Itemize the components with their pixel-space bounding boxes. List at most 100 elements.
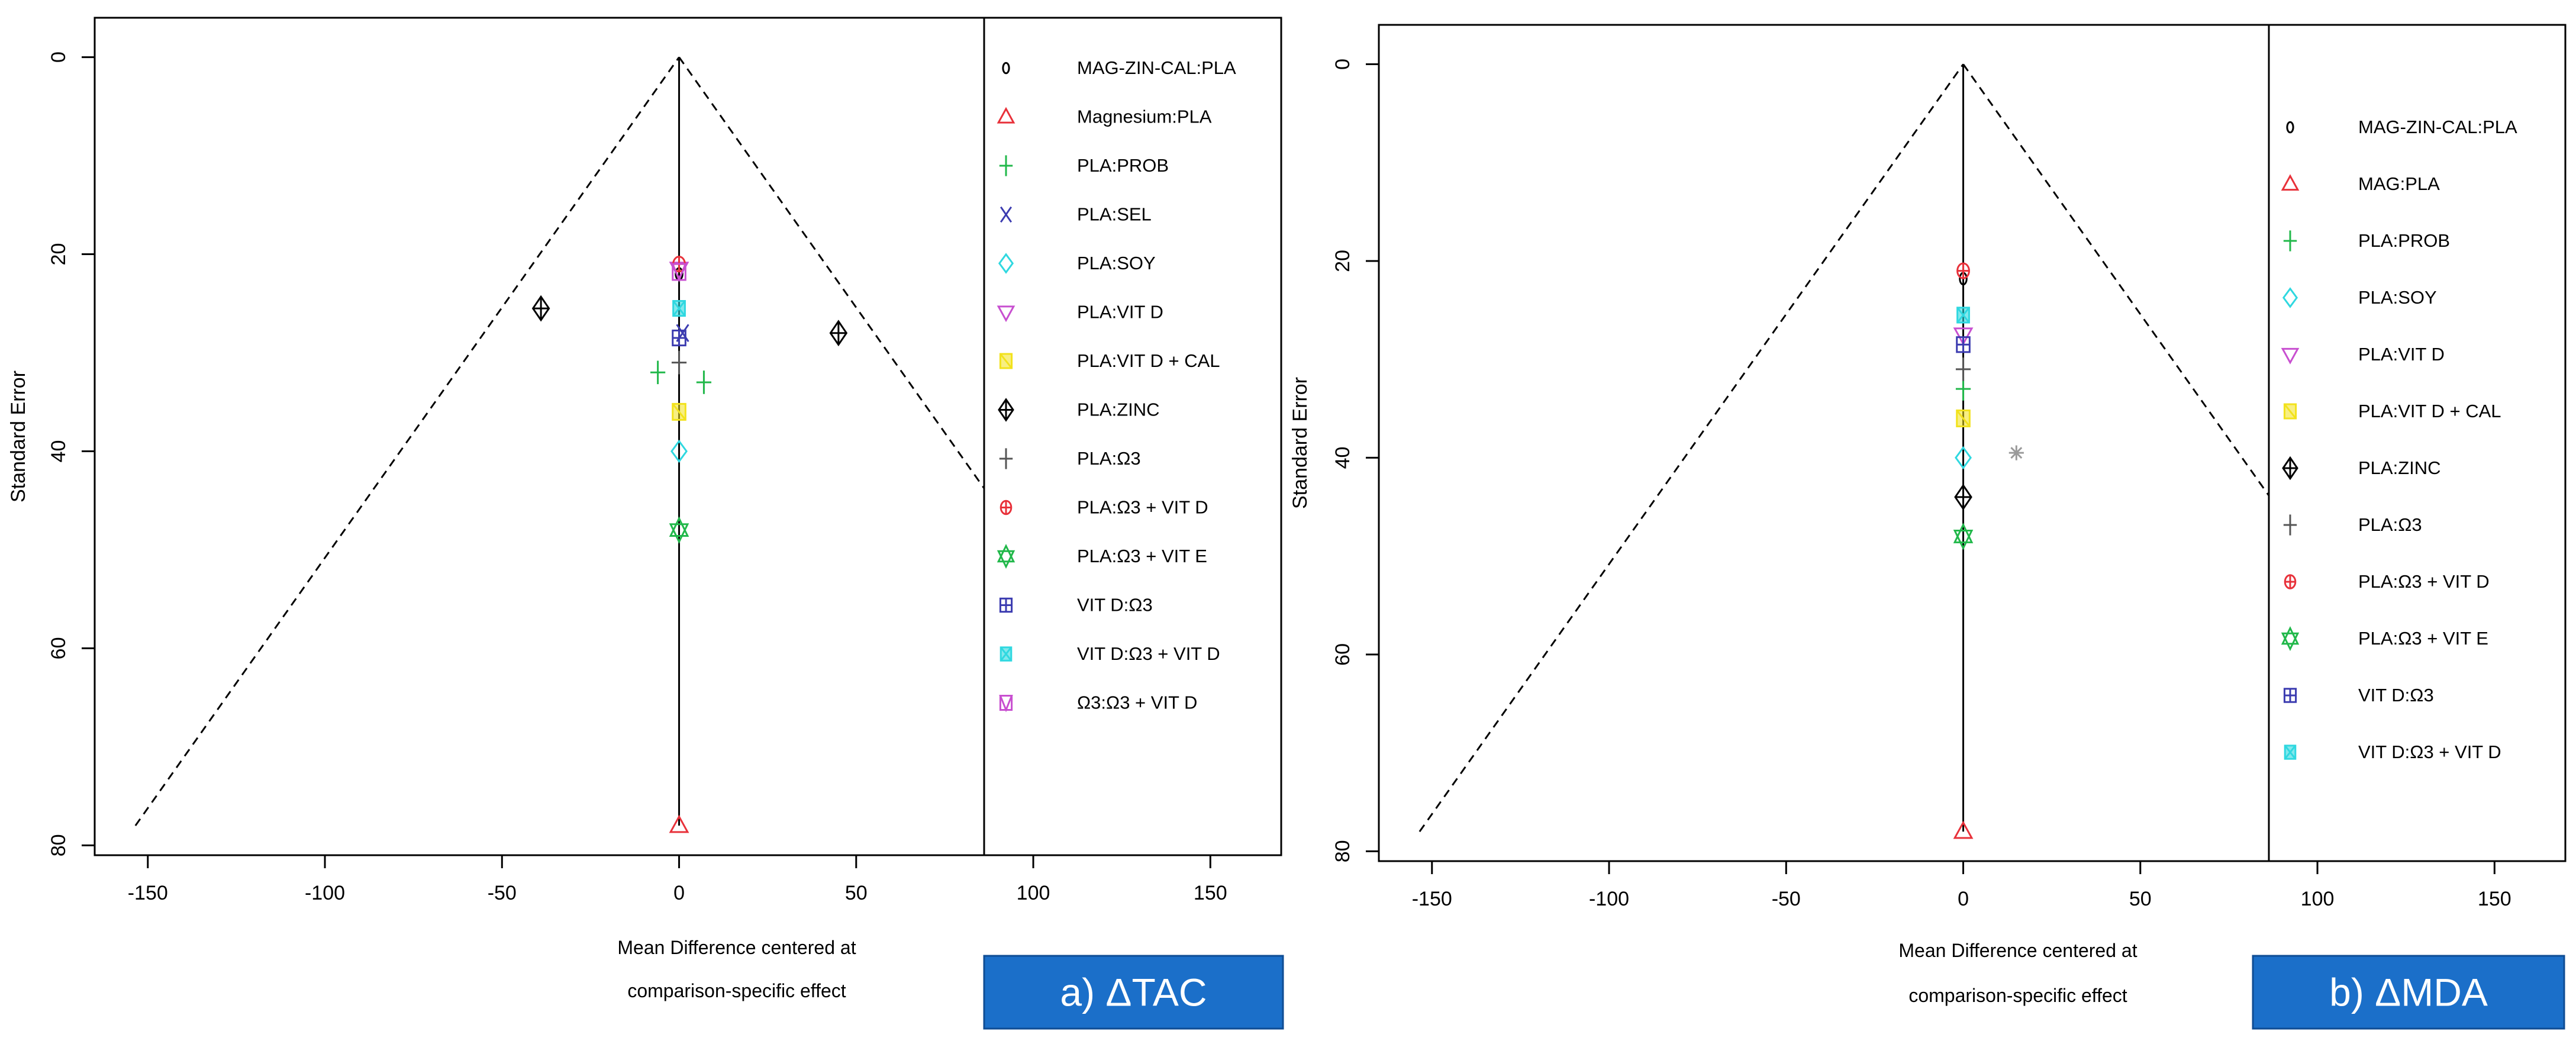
legend-label: PLA:SOY bbox=[2358, 287, 2437, 308]
legend-marker bbox=[2283, 514, 2297, 536]
funnel-left-line bbox=[134, 56, 680, 826]
x-tick-label: -150 bbox=[128, 882, 168, 904]
data-point bbox=[531, 295, 550, 322]
data-point bbox=[1953, 327, 1974, 346]
legend-marker bbox=[1000, 646, 1013, 662]
x-tick-label: -50 bbox=[1772, 888, 1801, 910]
x-axis-label-line1: Mean Difference centered at bbox=[617, 937, 856, 958]
legend-label: VIT D:Ω3 + VIT D bbox=[2358, 742, 2501, 762]
legend-marker bbox=[1002, 62, 1010, 75]
panel-label-background bbox=[2252, 955, 2565, 1030]
y-axis-label: Standard Error bbox=[7, 370, 30, 502]
legend-marker bbox=[2282, 287, 2298, 308]
panel-label: b) ΔMDA bbox=[2329, 971, 2488, 1014]
data-point bbox=[1956, 336, 1971, 353]
data-point bbox=[1953, 523, 1974, 550]
legend-label: PLA:SEL bbox=[1077, 204, 1152, 225]
panel-label-badge: a) ΔTAC bbox=[983, 955, 1284, 1030]
legend-label: PLA:ZINC bbox=[1077, 399, 1160, 420]
y-tick-label: 60 bbox=[47, 637, 70, 659]
x-tick-label: 150 bbox=[2478, 888, 2511, 910]
legend: MAG-ZIN-CAL:PLA Magnesium:PLA PLA:PROB PLA:… bbox=[997, 57, 1236, 713]
legend-label: PLA:SOY bbox=[1077, 253, 1156, 273]
legend-marker bbox=[1000, 206, 1013, 223]
y-tick-label: 60 bbox=[1331, 643, 1354, 666]
panel-label-background bbox=[983, 955, 1284, 1030]
funnel-right-line bbox=[678, 56, 985, 489]
legend-marker bbox=[2284, 745, 2297, 760]
funnel-plot-panel-tac: -150 -100 -50 0 50 100 150 0 20 40 60 80 Standard Er… bbox=[7, 17, 1284, 1030]
legend-label: PLA:Ω3 bbox=[1077, 448, 1141, 469]
legend-marker bbox=[2283, 403, 2297, 420]
legend-marker bbox=[997, 543, 1015, 569]
legend-label: PLA:Ω3 + VIT D bbox=[2358, 571, 2490, 592]
x-axis-label-line2: comparison-specific effect bbox=[1908, 985, 2127, 1006]
x-tick-label: 0 bbox=[673, 882, 685, 904]
legend-label: VIT D:Ω3 bbox=[2358, 685, 2434, 705]
panel-label-badge: b) ΔMDA bbox=[2252, 955, 2565, 1030]
data-point bbox=[1953, 820, 1974, 839]
legend-marker bbox=[998, 253, 1014, 274]
data-point bbox=[671, 350, 687, 375]
legend-marker bbox=[999, 155, 1013, 176]
legend-marker bbox=[2286, 121, 2294, 134]
data-point bbox=[1954, 484, 1972, 511]
legend-marker bbox=[997, 107, 1015, 124]
legend-label: PLA:Ω3 + VIT E bbox=[2358, 628, 2488, 649]
x-tick-label: 150 bbox=[1194, 882, 1227, 904]
y-tick-label: 80 bbox=[47, 834, 70, 856]
data-point bbox=[1956, 307, 1970, 324]
x-tick-label: 50 bbox=[845, 882, 868, 904]
data-point bbox=[669, 516, 689, 544]
data-point bbox=[672, 329, 686, 347]
funnel-plot-panel-mda: -150 -100 -50 0 50 100 150 0 20 40 60 80 Standard Er… bbox=[1289, 24, 2567, 1030]
legend-marker bbox=[2284, 574, 2297, 589]
legend-marker bbox=[1000, 500, 1013, 515]
legend-label: MAG-ZIN-CAL:PLA bbox=[1077, 57, 1236, 78]
legend-marker bbox=[2281, 174, 2300, 191]
legend-marker bbox=[999, 448, 1013, 469]
data-point bbox=[1955, 377, 1971, 401]
legend-marker bbox=[998, 398, 1014, 422]
x-tick-label: -150 bbox=[1412, 888, 1452, 910]
legend-marker bbox=[2281, 626, 2300, 652]
funnel-left-line bbox=[1418, 63, 1964, 832]
legend-label: Magnesium:PLA bbox=[1077, 107, 1212, 127]
legend-label: PLA:Ω3 + VIT D bbox=[1077, 497, 1208, 518]
x-tick-label: 100 bbox=[2301, 888, 2335, 910]
y-tick-label: 40 bbox=[1331, 447, 1354, 469]
legend-label: PLA:VIT D bbox=[1077, 302, 1163, 323]
legend-label: PLA:PROB bbox=[1077, 155, 1169, 176]
data-point bbox=[1956, 262, 1970, 279]
data-point bbox=[650, 360, 666, 385]
data-point bbox=[670, 439, 688, 463]
data-point bbox=[1955, 357, 1971, 381]
y-tick-label: 20 bbox=[1331, 250, 1354, 272]
data-point bbox=[671, 263, 687, 283]
x-tick-label: -50 bbox=[488, 882, 517, 904]
data-point bbox=[672, 402, 686, 421]
legend-marker bbox=[997, 305, 1015, 323]
legend: MAG-ZIN-CAL:PLA MAG:PLA PLA:PROB PLA:SOY PLA… bbox=[2281, 117, 2517, 762]
legend-label: PLA:VIT D bbox=[2358, 344, 2445, 365]
legend-label: PLA:VIT D + CAL bbox=[1077, 350, 1220, 371]
x-tick-label: 0 bbox=[1958, 888, 1969, 910]
legend-marker bbox=[2283, 230, 2297, 252]
x-tick-label: -100 bbox=[1589, 888, 1629, 910]
legend-label: PLA:PROB bbox=[2358, 230, 2450, 251]
data-point bbox=[1955, 446, 1972, 470]
legend-marker bbox=[2281, 347, 2300, 365]
legend-label: VIT D:Ω3 + VIT D bbox=[1077, 643, 1220, 664]
data-point bbox=[2008, 445, 2024, 460]
plot-frame bbox=[1378, 24, 2567, 862]
x-tick-label: 100 bbox=[1017, 882, 1050, 904]
data-point bbox=[672, 299, 686, 317]
y-tick-label: 0 bbox=[1331, 59, 1354, 70]
data-point bbox=[1956, 409, 1971, 427]
legend-label: PLA:VIT D + CAL bbox=[2358, 401, 2501, 421]
legend-marker bbox=[999, 353, 1013, 369]
legend-marker bbox=[999, 597, 1013, 613]
x-axis-label-line2: comparison-specific effect bbox=[627, 980, 846, 1001]
plot-frame bbox=[94, 17, 1282, 856]
